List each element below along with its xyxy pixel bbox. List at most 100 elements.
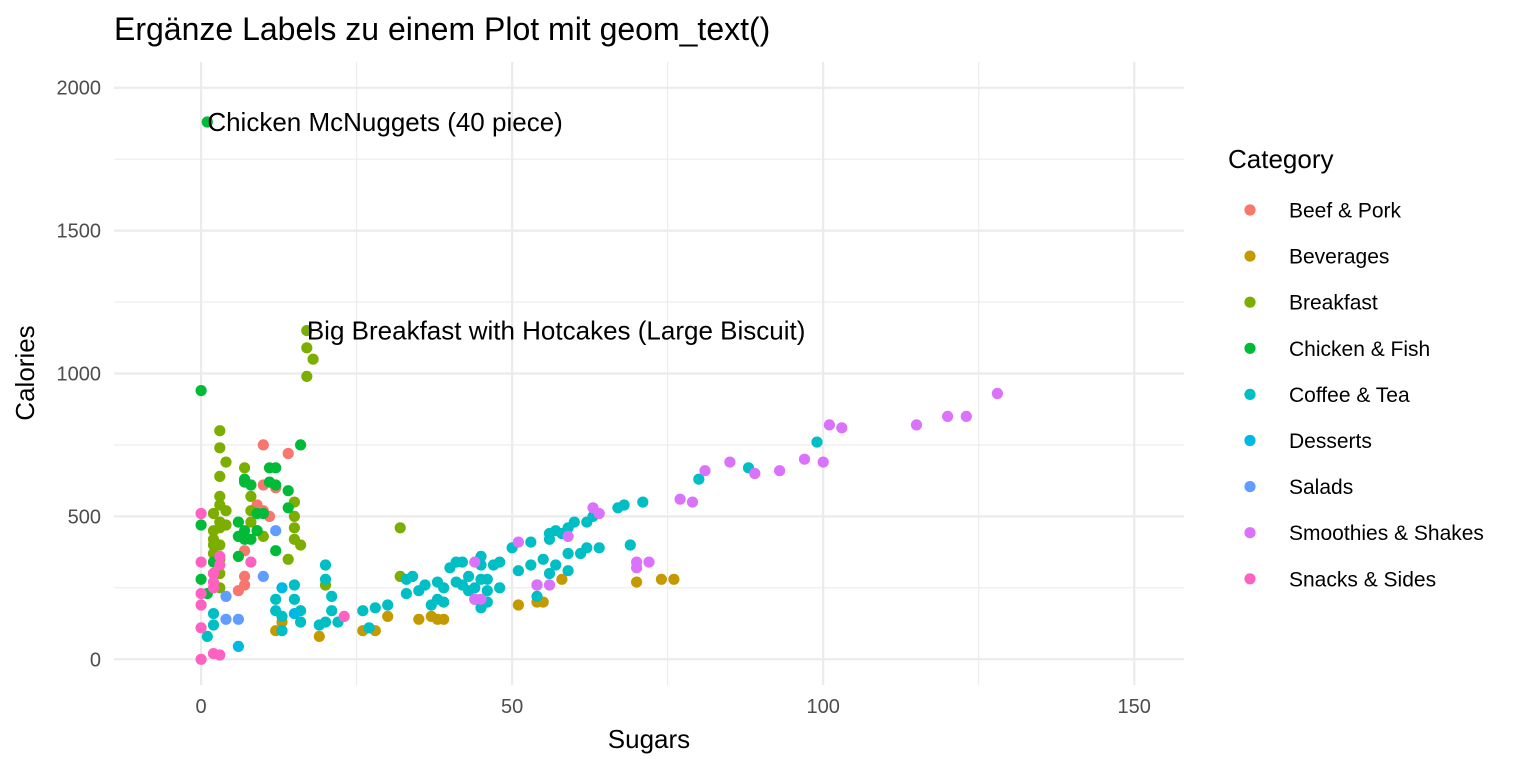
data-point-breakfast [301,325,313,337]
data-point-breakfast [307,353,319,365]
data-point-coffee-tea [288,593,300,605]
data-point-chicken-fish [195,573,207,585]
data-point-beverages [413,613,425,625]
legend-key [1244,573,1256,585]
y-tick-label: 1000 [57,364,102,386]
data-point-coffee-tea [295,616,307,628]
y-tick-label: 2000 [57,78,102,100]
data-point-smoothies-shakes [724,456,736,468]
legend-label: Breakfast [1289,292,1378,315]
data-point-coffee-tea [400,588,412,600]
data-point-coffee-tea [693,473,705,485]
data-point-coffee-tea [419,579,431,591]
data-points [195,116,1004,665]
legend-key [1244,434,1256,447]
data-point-coffee-tea [326,605,338,617]
data-point-coffee-tea [438,582,450,594]
data-point-chicken-fish [257,507,269,520]
data-point-snacks-sides [338,610,350,623]
data-point-smoothies-shakes [798,453,811,465]
data-point-snacks-sides [214,649,226,661]
data-point-coffee-tea [319,616,332,628]
legend-label: Salads [1289,476,1353,499]
y-axis-title: Calories [10,325,40,420]
y-tick-label: 500 [68,506,101,528]
data-point-smoothies-shakes [686,496,699,508]
x-axis-title: Sugars [608,724,690,754]
data-point-chicken-fish [251,525,263,537]
data-point-coffee-tea [270,593,282,605]
data-point-beverages [438,613,450,625]
x-tick-label: 100 [806,696,839,718]
data-point-coffee-tea [463,585,475,597]
data-point-snacks-sides [195,556,207,568]
chart-title: Ergänze Labels zu einem Plot mit geom_te… [114,11,770,47]
data-point-beef-pork [239,570,251,583]
data-point-chicken-fish [270,545,282,557]
data-point-beverages [512,599,525,611]
data-point-coffee-tea [562,565,574,577]
data-point-coffee-tea [525,559,537,571]
data-point-smoothies-shakes [512,536,525,548]
data-point-beef-pork [282,447,294,460]
data-point-smoothies-shakes [469,556,481,568]
data-point-breakfast [220,456,232,468]
data-point-smoothies-shakes [593,507,605,520]
data-point-coffee-tea [201,630,213,643]
data-point-coffee-tea [369,602,381,614]
data-point-chicken-fish [295,439,307,451]
data-point-coffee-tea [407,570,419,583]
data-point-smoothies-shakes [823,419,836,431]
data-point-chicken-fish [282,502,294,514]
x-tick-label: 150 [1118,696,1151,718]
x-axis-ticks: 0 50 100 150 [196,696,1151,718]
y-axis-ticks: 0 500 1000 1500 2000 [57,78,102,672]
x-tick-label: 0 [196,696,207,718]
data-point-coffee-tea [531,590,543,603]
data-point-salads [232,613,244,625]
data-point-smoothies-shakes [991,387,1004,400]
data-point-chicken-fish [282,485,294,497]
data-point-coffee-tea [494,556,506,568]
y-tick-label: 0 [90,649,101,671]
data-point-breakfast [301,342,313,354]
data-point-snacks-sides [195,507,207,520]
data-point-breakfast [245,516,257,528]
data-point-coffee-tea [357,605,369,617]
legend-label: Beverages [1289,246,1389,269]
data-point-coffee-tea [562,547,574,560]
data-point-coffee-tea [581,542,593,554]
data-point-chicken-fish [232,516,244,528]
data-point-breakfast [301,370,313,382]
data-point-coffee-tea [463,570,475,583]
data-point-smoothies-shakes [774,465,786,477]
data-point-coffee-tea [363,622,375,634]
data-point-smoothies-shakes [674,493,686,505]
data-point-snacks-sides [214,550,226,563]
data-point-breakfast [295,539,307,551]
data-point-coffee-tea [276,625,288,637]
data-point-breakfast [214,425,226,437]
data-point-salads [270,525,282,537]
data-point-snacks-sides [214,559,226,571]
data-point-coffee-tea [456,556,468,568]
legend-key [1244,296,1256,308]
data-point-beverages [313,630,325,643]
data-point-chicken-fish [201,116,213,128]
data-point-breakfast [207,507,220,520]
data-point-chicken-fish [270,462,282,474]
data-point-smoothies-shakes [836,422,848,434]
point-annotation: Big Breakfast with Hotcakes (Large Biscu… [307,316,806,346]
data-point-desserts [288,608,300,620]
data-point-breakfast [220,519,232,531]
data-point-breakfast [220,505,232,517]
data-point-breakfast [214,442,226,454]
legend-key [1244,204,1256,216]
data-point-beef-pork [232,585,244,597]
legend: Category Beef & Pork Beverages Breakfast Ch… [1228,144,1484,591]
grid-lines [114,62,1184,685]
data-point-smoothies-shakes [910,419,923,431]
legend-key [1244,481,1256,493]
legend-label: Snacks & Sides [1289,568,1436,591]
